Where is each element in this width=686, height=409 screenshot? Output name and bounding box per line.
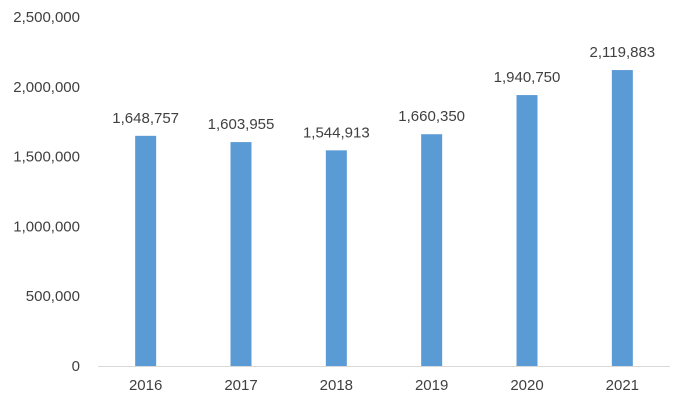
- bar-2021: [611, 70, 633, 366]
- y-tick-label: 0: [72, 358, 80, 375]
- y-tick-label: 2,000,000: [13, 79, 80, 96]
- x-axis-ticks: 2016 2017 2018 2019 2020 2021: [129, 377, 639, 394]
- data-labels: 1,648,757 1,603,955 1,544,913 1,660,350 1,94…: [112, 44, 655, 141]
- x-tick-label-2019: 2019: [415, 377, 448, 394]
- x-tick-label-2021: 2021: [606, 377, 639, 394]
- bar-2018: [325, 150, 347, 366]
- data-label-2017: 1,603,955: [208, 116, 275, 133]
- x-tick-label-2016: 2016: [129, 377, 162, 394]
- bar-2019: [421, 134, 443, 366]
- bar-2020: [516, 95, 538, 367]
- bars: [135, 70, 633, 367]
- bar-2016: [135, 135, 157, 366]
- x-tick-label-2020: 2020: [510, 377, 543, 394]
- data-label-2021: 2,119,883: [590, 44, 656, 61]
- y-tick-label: 1,500,000: [13, 149, 80, 166]
- y-axis-ticks: 0 500,000 1,000,000 1,500,000 2,000,000 2,500…: [13, 9, 80, 375]
- x-tick-label-2018: 2018: [320, 377, 353, 394]
- y-tick-label: 1,000,000: [13, 218, 80, 235]
- y-tick-label: 500,000: [26, 288, 80, 305]
- data-label-2019: 1,660,350: [398, 108, 465, 125]
- bar-2017: [230, 142, 252, 366]
- data-label-2018: 1,544,913: [303, 124, 370, 141]
- y-tick-label: 2,500,000: [13, 9, 80, 26]
- data-label-2016: 1,648,757: [112, 110, 179, 127]
- x-tick-label-2017: 2017: [224, 377, 257, 394]
- data-label-2020: 1,940,750: [494, 69, 561, 86]
